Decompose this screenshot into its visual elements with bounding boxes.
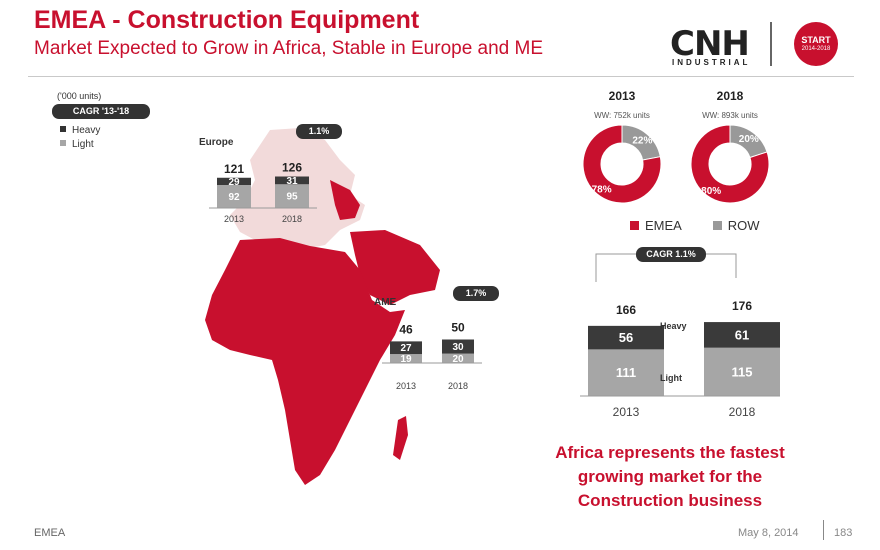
cnh-logo: CNH <box>670 24 750 64</box>
key-message: Africa represents the fastest growing ma… <box>520 441 820 513</box>
total-cagr-badge: CAGR 1.1% <box>636 247 706 262</box>
middle-east-region <box>350 230 440 305</box>
footer-date: May 8, 2014 <box>738 527 799 539</box>
start-badge-line2: 2014-2018 <box>801 46 831 52</box>
label-heavy-2018: 31 <box>286 176 298 187</box>
label-heavy-2013: 27 <box>400 343 412 354</box>
bar-light-2018 <box>704 347 780 396</box>
legend-heavy-swatch <box>60 126 66 132</box>
europe-cagr-badge: 1.1% <box>296 124 342 139</box>
legend-light-label: Light <box>72 139 94 150</box>
pie-label-emea-2018: 80% <box>701 186 721 197</box>
madagascar <box>393 416 408 460</box>
label-total-2013: 121 <box>224 162 244 176</box>
pie-legend-row-swatch <box>712 221 722 230</box>
key-message-line3: Construction business <box>577 491 763 510</box>
label-total-2018: 176 <box>732 299 752 313</box>
pie-slice-emea-2013 <box>582 124 662 204</box>
bar-light-2013 <box>588 349 664 396</box>
tick-label-2018: 2018 <box>448 381 468 391</box>
cagr-legend-badge: CAGR '13-'18 <box>52 104 150 119</box>
bar-heavy-2018 <box>442 339 474 354</box>
europe-label: Europe <box>199 137 234 148</box>
pie-year-2018: 2018 <box>717 89 744 103</box>
pie-legend-row: ROW <box>712 218 760 233</box>
pie-subtitle-2018: WW: 893k units <box>702 111 758 120</box>
pie-legend-row-label: ROW <box>727 218 760 233</box>
header-rule <box>28 76 854 77</box>
bar-light-2013 <box>217 185 251 208</box>
ame-label: AME <box>374 297 397 308</box>
bar-heavy-2018 <box>704 322 780 348</box>
legend-light: Light <box>60 139 94 150</box>
label-light-2013: 92 <box>228 192 240 203</box>
pie-subtitle-2013: WW: 752k units <box>594 111 650 120</box>
label-light-2013: 111 <box>616 365 636 380</box>
ame-cagr-badge: 1.7% <box>453 286 499 301</box>
label-light-2018: 20 <box>452 354 464 365</box>
pie-label-emea-2013: 78% <box>592 185 612 196</box>
label-light-2013: 19 <box>400 354 412 365</box>
label-total-2018: 126 <box>282 161 302 175</box>
total-heavy-label: Heavy <box>660 321 687 331</box>
footer-section: EMEA <box>34 527 66 539</box>
label-heavy-2018: 61 <box>735 327 749 342</box>
label-total-2013: 166 <box>616 303 636 317</box>
page-number: 183 <box>834 527 853 539</box>
pie-legend-emea-swatch <box>630 221 639 230</box>
pie-year-2013: 2013 <box>609 89 636 103</box>
tick-label-2018: 2018 <box>282 214 302 224</box>
bar-light-2013 <box>390 354 422 363</box>
bar-heavy-2018 <box>275 176 309 185</box>
label-heavy-2013: 56 <box>619 330 633 345</box>
label-light-2018: 95 <box>286 192 298 203</box>
tick-label-2013: 2013 <box>396 381 416 391</box>
pie-legend-emea-label: EMEA <box>645 218 682 233</box>
pie-label-row-2013: 22% <box>632 135 652 146</box>
label-heavy-2018: 30 <box>452 342 464 353</box>
pie-slice-emea-2018 <box>690 124 770 204</box>
africa-region <box>205 238 405 485</box>
pie-label-row-2018: 20% <box>739 134 759 145</box>
legend-light-swatch <box>60 140 66 146</box>
start-badge: START 2014-2018 <box>794 22 838 66</box>
footer-divider <box>823 520 824 540</box>
label-total-2013: 46 <box>399 322 413 336</box>
bar-heavy-2013 <box>390 341 422 355</box>
pie-charts: 2013 WW: 752k units 22% 78% 2018 WW: 893k uni… <box>582 89 770 204</box>
bar-heavy-2013 <box>217 177 251 185</box>
pie-legend-emea: EMEA <box>630 218 681 233</box>
label-total-2018: 50 <box>451 321 465 335</box>
russia-region <box>330 180 360 220</box>
legend-heavy: Heavy <box>60 125 100 136</box>
total-light-label: Light <box>660 373 682 383</box>
tick-label-2013: 2013 <box>224 214 244 224</box>
key-message-line2: growing market for the <box>577 467 763 486</box>
cnh-logo-sub: INDUSTRIAL <box>672 58 751 67</box>
total-bar-chart: 111 56 166 2013 115 61 176 2018 <box>580 299 780 419</box>
label-light-2018: 115 <box>732 364 753 379</box>
label-heavy-2013: 29 <box>228 177 240 188</box>
tick-label-2018: 2018 <box>729 405 756 419</box>
pie-legend: EMEA ROW <box>630 218 760 233</box>
bar-light-2018 <box>275 184 309 208</box>
page-title: EMEA - Construction Equipment <box>34 6 420 34</box>
page-subtitle: Market Expected to Grow in Africa, Stabl… <box>34 38 544 59</box>
logo-divider <box>770 22 772 66</box>
units-label: ('000 units) <box>57 91 102 101</box>
legend-heavy-label: Heavy <box>72 125 101 136</box>
start-badge-line1: START <box>801 35 831 45</box>
tick-label-2013: 2013 <box>613 405 640 419</box>
bar-light-2018 <box>442 353 474 363</box>
bar-heavy-2013 <box>588 325 664 350</box>
key-message-line1: Africa represents the fastest <box>555 443 785 462</box>
